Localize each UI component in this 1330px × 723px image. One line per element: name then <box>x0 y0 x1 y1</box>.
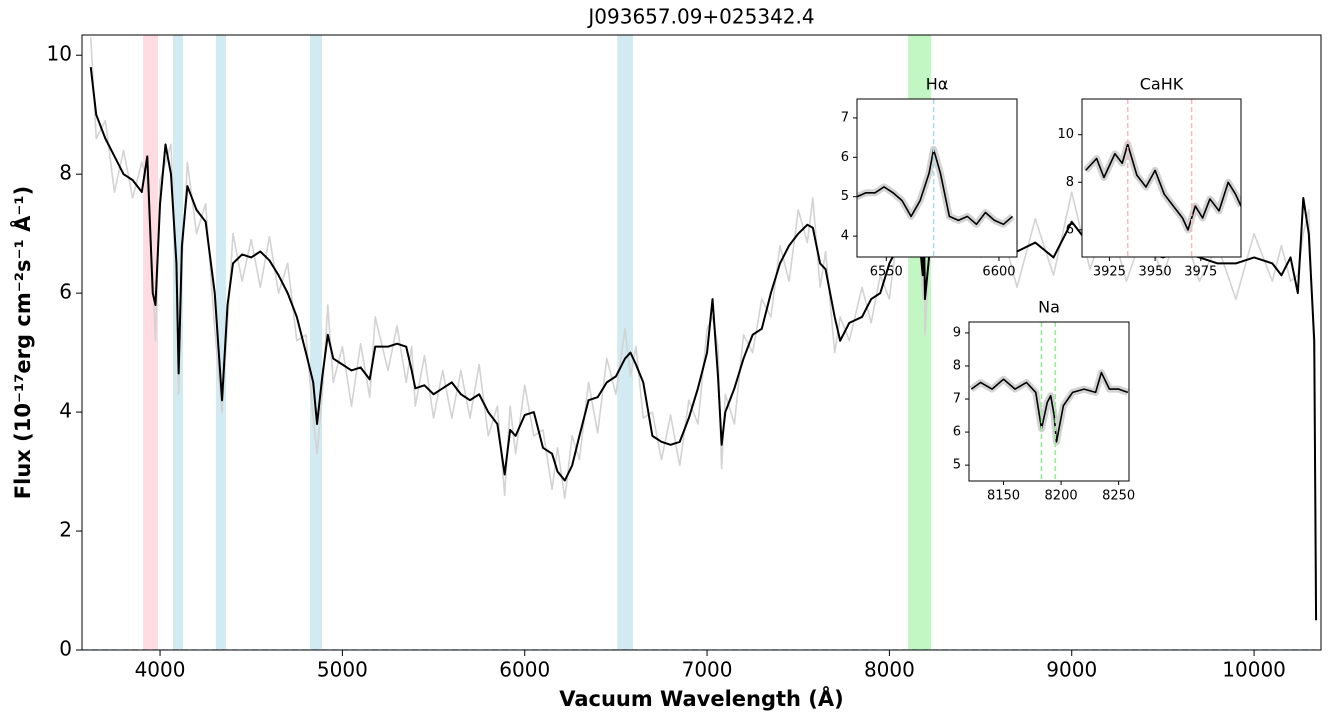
x-tick-label: 3975 <box>1184 265 1217 280</box>
y-tick-label: 9 <box>953 325 961 340</box>
x-tick-label: 10000 <box>1222 658 1286 682</box>
x-tick-label: 7000 <box>682 658 733 682</box>
spectrum-line <box>970 371 1129 443</box>
spectrum-line <box>1085 143 1241 231</box>
inset-title: Hα <box>926 75 949 94</box>
y-tick-label: 10 <box>1057 127 1074 142</box>
x-tick-label: 8250 <box>1102 489 1135 504</box>
x-tick-label: 6000 <box>499 658 550 682</box>
inset-title: Na <box>1038 298 1060 317</box>
x-tick-label: 9000 <box>1046 658 1097 682</box>
y-tick-label: 2 <box>59 518 72 542</box>
axes-frame <box>1081 98 1242 258</box>
band <box>617 35 634 650</box>
axes-frame <box>968 321 1130 482</box>
x-tick-label: 3925 <box>1093 265 1126 280</box>
y-tick-label: 5 <box>841 189 849 204</box>
plot-area <box>969 322 1129 481</box>
y-tick-label: 4 <box>841 229 849 244</box>
y-tick-label: 7 <box>953 392 961 407</box>
x-tick-label: 3950 <box>1139 265 1172 280</box>
y-tick-label: 6 <box>59 280 72 304</box>
x-tick-label: 8000 <box>864 658 915 682</box>
y-tick-label: 7 <box>841 110 849 125</box>
y-tick-label: 0 <box>59 637 72 661</box>
y-tick-label: 8 <box>953 358 961 373</box>
plot-area <box>857 99 1015 257</box>
axes-frame <box>81 34 1322 651</box>
y-tick-label: 6 <box>1066 222 1074 237</box>
band <box>216 35 227 650</box>
inset-background <box>857 99 1017 257</box>
y-tick-label: 5 <box>953 458 961 473</box>
x-tick-label: 8200 <box>1045 489 1078 504</box>
y-tick-label: 8 <box>59 161 72 185</box>
axes-frame <box>856 98 1018 258</box>
plot-area <box>1083 99 1241 257</box>
x-tick-label: 5000 <box>317 658 368 682</box>
x-tick-label: 4000 <box>135 658 186 682</box>
y-tick-label: 6 <box>841 150 849 165</box>
band <box>143 35 159 650</box>
x-tick-label: 8150 <box>987 489 1020 504</box>
x-axis-label: Vacuum Wavelength (Å) <box>559 686 844 711</box>
y-tick-label: 4 <box>59 399 72 423</box>
plot-area <box>82 35 1321 650</box>
y-axis-label: Flux (10⁻¹⁷erg cm⁻²s⁻¹ Å⁻¹) <box>10 186 35 499</box>
band <box>310 35 322 650</box>
x-tick-label: 6550 <box>870 265 903 280</box>
y-tick-label: 10 <box>47 42 72 66</box>
chart-title: J093657.09+025342.4 <box>586 5 814 29</box>
inset-title: CaHK <box>1140 75 1184 94</box>
y-tick-label: 6 <box>953 425 961 440</box>
x-tick-label: 6600 <box>982 265 1015 280</box>
y-tick-label: 8 <box>1066 175 1074 190</box>
